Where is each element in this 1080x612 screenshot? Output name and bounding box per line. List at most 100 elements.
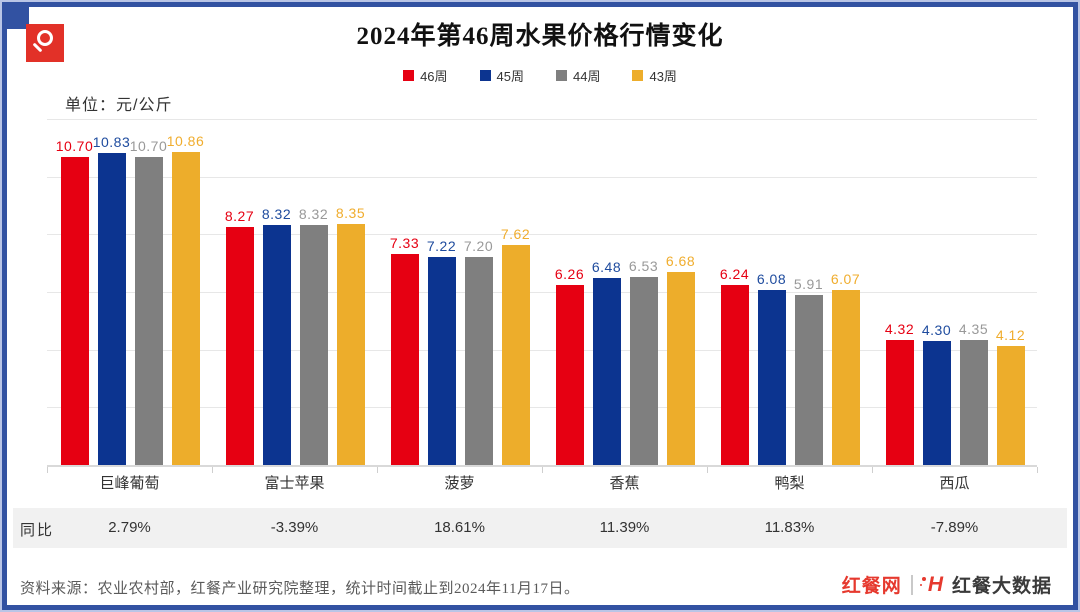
bar-value-label: 5.91 (793, 275, 824, 292)
legend-label: 45周 (496, 69, 524, 84)
brand-divider (910, 574, 913, 595)
x-axis-tick (377, 467, 378, 473)
category-label-巨峰葡萄: 巨峰葡萄 (99, 475, 160, 492)
gridline-10 (47, 176, 1037, 178)
bar-value-label: 4.35 (958, 320, 989, 337)
bar-巨峰葡萄-43周 (171, 151, 200, 465)
bar-香蕉-43周 (666, 272, 695, 465)
yoy-value-鸭梨: 11.83% (764, 519, 815, 536)
yoy-value-西瓜: -7.89% (930, 519, 979, 536)
bar-value-label: 10.83 (92, 133, 131, 150)
gridline-8 (47, 234, 1037, 236)
bar-菠萝-46周 (390, 253, 419, 465)
yoy-value-富士苹果: -3.39% (270, 519, 319, 536)
bar-value-label: 6.08 (756, 270, 787, 287)
legend-item-46周: 46周 (403, 66, 448, 85)
bar-value-label: 8.27 (224, 207, 255, 224)
category-label-菠萝: 菠萝 (444, 475, 475, 492)
bar-巨峰葡萄-45周 (97, 152, 126, 465)
category-label-鸭梨: 鸭梨 (774, 475, 805, 492)
magnifier-icon (37, 30, 53, 46)
bar-value-label: 7.22 (426, 237, 457, 254)
legend-swatch-icon (479, 70, 491, 81)
category-label-富士苹果: 富士苹果 (264, 475, 325, 492)
bar-value-label: 8.32 (261, 206, 292, 223)
bar-鸭梨-43周 (831, 290, 860, 465)
legend-item-44周: 44周 (556, 66, 600, 85)
x-axis-tick (47, 467, 48, 473)
gridline-2 (47, 407, 1037, 409)
bar-value-label: 6.48 (591, 259, 622, 276)
bar-富士苹果-43周 (336, 224, 365, 465)
bar-富士苹果-45周 (262, 225, 291, 465)
legend-swatch-icon (403, 70, 415, 81)
bar-value-label: 4.12 (995, 327, 1026, 344)
bar-value-label: 4.30 (921, 322, 952, 339)
corner-decoration-square (7, 7, 29, 29)
bar-value-label: 8.32 (298, 206, 329, 223)
bar-富士苹果-44周 (299, 225, 328, 465)
bar-value-label: 6.26 (554, 265, 585, 282)
yoy-value-巨峰葡萄: 2.79% (108, 519, 151, 536)
legend-item-45周: 45周 (479, 66, 524, 85)
x-axis-tick (872, 467, 873, 473)
bar-富士苹果-46周 (225, 226, 254, 465)
bar-value-label: 4.32 (884, 321, 915, 338)
bar-value-label: 7.33 (389, 234, 420, 251)
gridline-12 (47, 119, 1037, 121)
bar-value-label: 6.24 (719, 266, 750, 283)
footer-source-text: 资料来源：农业农村部，红餐产业研究院整理，统计时间截止到2024年11月17日。 (20, 581, 580, 597)
bar-鸭梨-46周 (720, 285, 749, 465)
legend-swatch-icon (556, 70, 567, 81)
x-axis-tick (1037, 467, 1038, 473)
legend-label: 43周 (649, 69, 677, 84)
bar-value-label: 6.68 (665, 253, 696, 270)
category-label-西瓜: 西瓜 (939, 475, 970, 492)
bar-鸭梨-45周 (757, 289, 786, 465)
brand-bigdata-logo: 红餐大数据 (951, 576, 1052, 597)
bar-value-label: 10.70 (129, 137, 168, 154)
yoy-value-香蕉: 11.39% (599, 519, 650, 536)
unit-label: 单位：元/公斤 (65, 97, 173, 114)
bar-菠萝-44周 (464, 257, 493, 465)
bar-巨峰葡萄-44周 (134, 156, 163, 465)
bar-value-label: 10.86 (166, 132, 205, 149)
brand-site-logo: 红餐网 (841, 576, 902, 597)
legend-item-43周: 43周 (632, 66, 677, 85)
magnifier-badge (26, 24, 64, 62)
bar-西瓜-43周 (996, 346, 1025, 465)
bar-西瓜-44周 (959, 339, 988, 465)
bar-西瓜-46周 (885, 340, 914, 465)
bar-菠萝-45周 (427, 256, 456, 465)
yoy-value-菠萝: 18.61% (434, 519, 485, 536)
bar-value-label: 10.70 (55, 137, 94, 154)
yoy-band (13, 508, 1067, 548)
legend-label: 46周 (420, 69, 448, 84)
bar-西瓜-45周 (922, 341, 951, 465)
bar-value-label: 6.07 (830, 271, 861, 287)
x-axis-tick (212, 467, 213, 473)
chart-title: 2024年第46周水果价格行情变化 (356, 23, 724, 50)
chart-legend: 46周 45周 44周 43周 (0, 66, 1080, 85)
bar-菠萝-43周 (501, 245, 530, 465)
bar-value-label: 6.53 (628, 257, 659, 274)
bar-香蕉-45周 (592, 278, 621, 465)
x-axis-tick (542, 467, 543, 473)
category-label-香蕉: 香蕉 (609, 475, 640, 492)
bar-value-label: 7.62 (500, 226, 531, 243)
legend-swatch-icon (632, 70, 644, 81)
x-axis-tick (707, 467, 708, 473)
gridline-4 (47, 349, 1037, 351)
gridline-6 (47, 292, 1037, 294)
brand-footer: 红餐网 H 红餐大数据 (842, 571, 1052, 598)
yoy-row-label: 同比 (20, 522, 55, 539)
bar-巨峰葡萄-46周 (60, 156, 89, 465)
bar-香蕉-46周 (555, 284, 584, 465)
legend-label: 44周 (573, 69, 601, 84)
bar-value-label: 8.35 (335, 205, 366, 222)
x-axis-line (47, 465, 1037, 467)
bar-value-label: 7.20 (463, 238, 494, 255)
brand-h-icon: H (921, 573, 943, 597)
bar-香蕉-44周 (629, 276, 658, 465)
